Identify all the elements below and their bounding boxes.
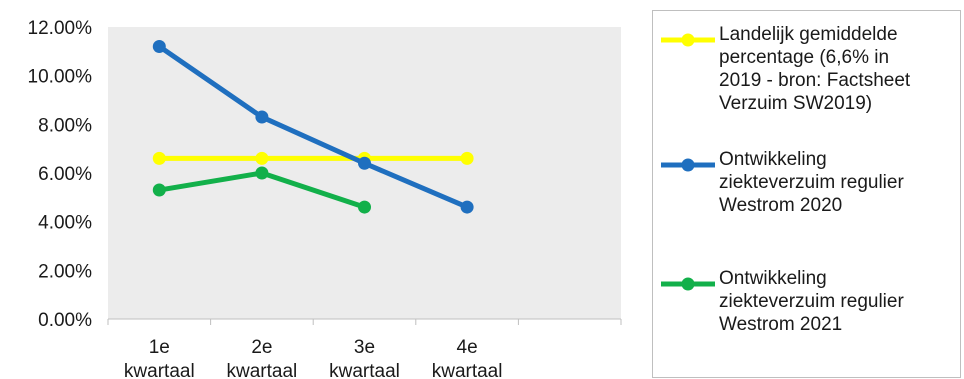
data-point [358,200,371,214]
legend: Landelijk gemiddelde percentage (6,6% in 2… [652,10,961,378]
y-tick-label: 10.00% [28,67,93,88]
legend-swatch [661,277,715,291]
x-tick-label: 2e kwartaal [227,337,298,379]
y-tick-label: 12.00% [28,18,93,39]
line-chart: 0.00% 2.00% 4.00% 6.00% 8.00% 10.00% 12.00% 1e k… [28,18,622,379]
y-tick-label: 8.00% [38,115,92,136]
legend-label: Ontwikkeling ziekteverzuim regulier Westro… [719,149,904,216]
data-point [460,200,474,214]
y-tick-label: 0.00% [38,310,92,331]
legend-label: Landelijk gemiddelde percentage (6,6% in 2… [719,24,911,114]
legend-swatch [661,33,715,47]
data-point [152,183,166,197]
data-point [152,39,166,53]
data-point [255,110,269,124]
y-tick-label: 2.00% [38,261,92,282]
x-tick-label: 3e kwartaal [329,337,400,379]
x-tick-label: 4e kwartaal [432,337,503,379]
data-point [255,151,269,165]
data-point [460,151,474,165]
data-point [255,166,269,180]
legend-swatch [661,158,715,172]
plot-area [108,27,621,319]
series-3 [152,166,371,214]
axes: 0.00% 2.00% 4.00% 6.00% 8.00% 10.00% 12.00% 1e k… [28,18,622,379]
y-tick-label: 4.00% [38,213,92,234]
data-point [358,156,371,170]
legend-label: Ontwikkeling ziekteverzuim regulier Westro… [719,268,904,335]
series-lines [152,39,474,214]
series-2 [152,39,474,214]
data-point [152,151,166,165]
x-tick-label: 1e kwartaal [124,337,195,379]
series-line [157,44,469,210]
y-tick-label: 6.00% [38,164,92,185]
